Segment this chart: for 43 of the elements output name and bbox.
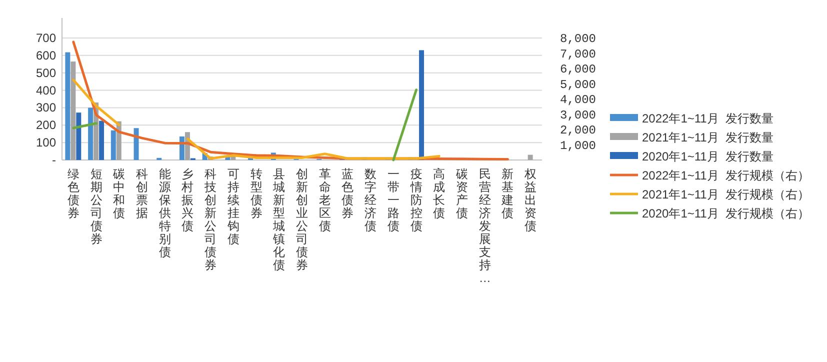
- x-tick-label: 权益出资债: [524, 167, 537, 233]
- y-tick-label: 300: [36, 100, 56, 115]
- x-tick-label: 碳资产债: [455, 167, 468, 220]
- x-tick-label: 高成长债: [433, 167, 446, 220]
- y-tick-label: 200: [36, 118, 56, 132]
- y-tick-label: 600: [36, 48, 56, 62]
- legend-label: 2021年1~11月 发行数量: [642, 130, 774, 144]
- y-tick-label: -: [52, 153, 56, 167]
- y-tick-label: 500: [36, 66, 56, 80]
- legend-label: 2022年1~11月 发行规模（右）: [642, 168, 810, 182]
- x-tick-label: 短期公司债券: [90, 167, 102, 246]
- y2-tick-label: 3,000: [560, 108, 596, 122]
- y2-tick-label: 8,000: [560, 32, 596, 46]
- x-tick-label: 转型债券: [250, 167, 262, 220]
- x-tick-label: 新基建债: [500, 167, 514, 220]
- legend-label: 2020年1~11月 发行规模（右）: [642, 206, 810, 220]
- x-tick-label: 一带一路债: [387, 167, 400, 233]
- x-tick-label: 科技创新公司债券: [204, 167, 217, 272]
- x-tick-label: 县城新型城镇化债: [272, 167, 286, 272]
- legend-label: 2022年1~11月 发行数量: [642, 112, 774, 126]
- y2-tick-label: 6,000: [560, 62, 596, 76]
- x-tick-label: 科创票据: [136, 167, 148, 220]
- y2-tick-label: 1,000: [560, 138, 596, 153]
- x-tick-label: 绿色债券: [67, 167, 80, 220]
- x-tick-label: 碳中和债: [112, 167, 126, 220]
- y2-tick-label: 2,000: [560, 124, 596, 138]
- y-tick-label: 400: [36, 83, 56, 98]
- x-tick-label: 乡村振兴债: [180, 167, 194, 233]
- y2-tick-label: 7,000: [560, 47, 596, 62]
- legend-label: 2021年1~11月 发行规模（右）: [642, 188, 810, 202]
- y2-tick-label: 4,000: [560, 93, 596, 107]
- x-tick-label: 可持续挂钩债: [226, 167, 240, 246]
- y2-tick-label: 5,000: [560, 78, 596, 92]
- category-label: 民营经济发展支持…: [478, 167, 491, 285]
- y-tick-label: 700: [36, 31, 56, 45]
- legend-label: 2020年1~11月 发行数量: [642, 150, 774, 164]
- x-tick-label: 蓝色债券: [342, 167, 354, 220]
- x-tick-label: 能源保供特别债: [158, 167, 171, 259]
- y-tick-label: 100: [36, 136, 56, 150]
- x-tick-label: 数字经济债: [364, 167, 377, 233]
- x-tick-label: 疫情防控债: [409, 167, 422, 233]
- x-tick-label: 创新创业公司债券: [296, 167, 308, 272]
- x-tick-label: 革命老区债: [318, 167, 331, 233]
